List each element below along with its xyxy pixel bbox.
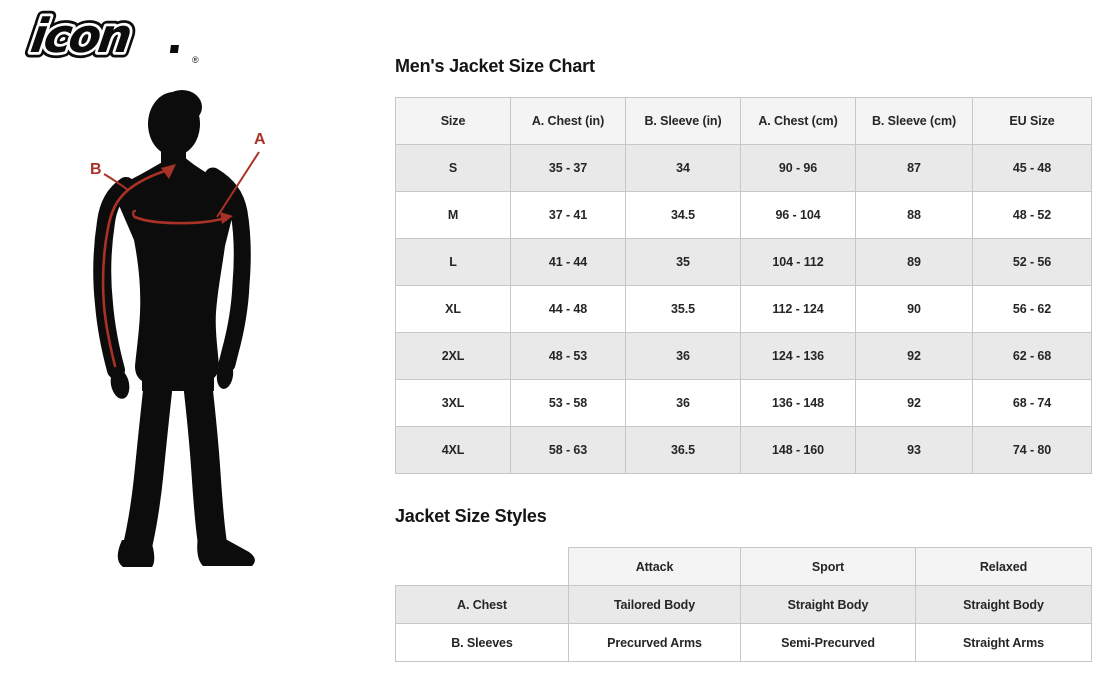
- cell: 35: [625, 238, 741, 286]
- cell: Tailored Body: [568, 585, 741, 624]
- cell-size: 2XL: [395, 332, 511, 380]
- cell: 35 - 37: [510, 144, 626, 192]
- measurement-overlay: B A: [90, 131, 266, 368]
- table-row: 3XL 53 - 58 36 136 - 148 92 68 - 74: [395, 379, 1092, 427]
- column-header-sport: Sport: [740, 547, 916, 586]
- logo-outline-outer: icon: [27, 9, 133, 64]
- column-header-relaxed: Relaxed: [915, 547, 1092, 586]
- a-pointer-line: [216, 151, 260, 218]
- cell: 112 - 124: [740, 285, 856, 333]
- cell: 56 - 62: [972, 285, 1092, 333]
- cell-size: S: [395, 144, 511, 192]
- cell: 74 - 80: [972, 426, 1092, 474]
- cell-size: 4XL: [395, 426, 511, 474]
- cell: 96 - 104: [740, 191, 856, 239]
- column-header-chest-cm: A. Chest (cm): [740, 97, 856, 145]
- sleeve-arrowhead: [161, 164, 176, 179]
- label-b: B: [90, 161, 102, 178]
- cell: 44 - 48: [510, 285, 626, 333]
- cell-size: XL: [395, 285, 511, 333]
- cell: Straight Body: [740, 585, 916, 624]
- hands-feet: [110, 361, 234, 399]
- cell: 53 - 58: [510, 379, 626, 427]
- cell: 87: [855, 144, 973, 192]
- cell: 90: [855, 285, 973, 333]
- table-row: S 35 - 37 34 90 - 96 87 45 - 48: [395, 144, 1092, 192]
- cell: 48 - 52: [972, 191, 1092, 239]
- column-header-sleeve-cm: B. Sleeve (cm): [855, 97, 973, 145]
- cell: 104 - 112: [740, 238, 856, 286]
- table-row: 2XL 48 - 53 36 124 - 136 92 62 - 68: [395, 332, 1092, 380]
- style-chart-title: Jacket Size Styles: [395, 506, 547, 526]
- cell: 136 - 148: [740, 379, 856, 427]
- cell-size: M: [395, 191, 511, 239]
- legs: [123, 363, 227, 559]
- table-row: B. Sleeves Precurved Arms Semi-Precurved…: [395, 623, 1092, 662]
- cell: 90 - 96: [740, 144, 856, 192]
- mens-jacket-size-table: Size A. Chest (in) B. Sleeve (in) A. Che…: [395, 97, 1092, 474]
- sleeve-measure-line: [101, 168, 170, 368]
- cell: 62 - 68: [972, 332, 1092, 380]
- cell: 89: [855, 238, 973, 286]
- label-a: A: [254, 131, 266, 148]
- column-header-chest-in: A. Chest (in): [510, 97, 626, 145]
- cell: 58 - 63: [510, 426, 626, 474]
- cell-size: L: [395, 238, 511, 286]
- logo-text: icon: [27, 9, 133, 64]
- table-row: M 37 - 41 34.5 96 - 104 88 48 - 52: [395, 191, 1092, 239]
- cell: 36: [625, 379, 741, 427]
- jacket-style-table: Attack Sport Relaxed A. Chest Tailored B…: [395, 547, 1092, 662]
- chest-arrowhead: [220, 212, 233, 224]
- feet: [117, 536, 255, 567]
- size-table-header-row: Size A. Chest (in) B. Sleeve (in) A. Che…: [395, 97, 1092, 145]
- b-pointer-line: [103, 173, 129, 191]
- silhouette-graphic: B A: [90, 90, 266, 567]
- cell: 124 - 136: [740, 332, 856, 380]
- cell: 148 - 160: [740, 426, 856, 474]
- cell: 52 - 56: [972, 238, 1092, 286]
- cell: 92: [855, 332, 973, 380]
- size-chart-title: Men's Jacket Size Chart: [395, 56, 595, 76]
- cell: 41 - 44: [510, 238, 626, 286]
- style-table-header-row: Attack Sport Relaxed: [396, 547, 1092, 586]
- size-figure: B A: [58, 78, 318, 603]
- registered-trademark: ®: [192, 55, 199, 65]
- cell: 36.5: [625, 426, 741, 474]
- cell: 37 - 41: [510, 191, 626, 239]
- icon-logo: icon icon icon ®: [20, 2, 215, 71]
- cell: Straight Body: [915, 585, 1092, 624]
- cell: 88: [855, 191, 973, 239]
- chest-measure-line: [133, 215, 227, 225]
- cell: Straight Arms: [915, 623, 1092, 662]
- cell: 68 - 74: [972, 379, 1092, 427]
- cell-size: 3XL: [395, 379, 511, 427]
- cell: 36: [625, 332, 741, 380]
- column-header-sleeve-in: B. Sleeve (in): [625, 97, 741, 145]
- cell: 48 - 53: [510, 332, 626, 380]
- cell: 34.5: [625, 191, 741, 239]
- column-header-size: Size: [395, 97, 511, 145]
- cell: Semi-Precurved: [740, 623, 916, 662]
- table-row: XL 44 - 48 35.5 112 - 124 90 56 - 62: [395, 285, 1092, 333]
- cell: 35.5: [625, 285, 741, 333]
- cell: 92: [855, 379, 973, 427]
- man-silhouette: [115, 90, 235, 391]
- column-header-attack: Attack: [568, 547, 741, 586]
- icon-logo-graphic: icon icon icon ®: [22, 4, 199, 70]
- logo-period: [169, 45, 179, 53]
- table-row: A. Chest Tailored Body Straight Body Str…: [395, 585, 1092, 624]
- column-header-eu-size: EU Size: [972, 97, 1092, 145]
- cell: Precurved Arms: [568, 623, 741, 662]
- table-row: L 41 - 44 35 104 - 112 89 52 - 56: [395, 238, 1092, 286]
- blank-corner-cell: [396, 548, 569, 586]
- row-header-sleeves: B. Sleeves: [395, 623, 569, 662]
- table-row: 4XL 58 - 63 36.5 148 - 160 93 74 - 80: [395, 426, 1092, 474]
- cell: 45 - 48: [972, 144, 1092, 192]
- row-header-chest: A. Chest: [395, 585, 569, 624]
- logo-outline-inner: icon: [27, 9, 133, 64]
- cell: 34: [625, 144, 741, 192]
- cell: 93: [855, 426, 973, 474]
